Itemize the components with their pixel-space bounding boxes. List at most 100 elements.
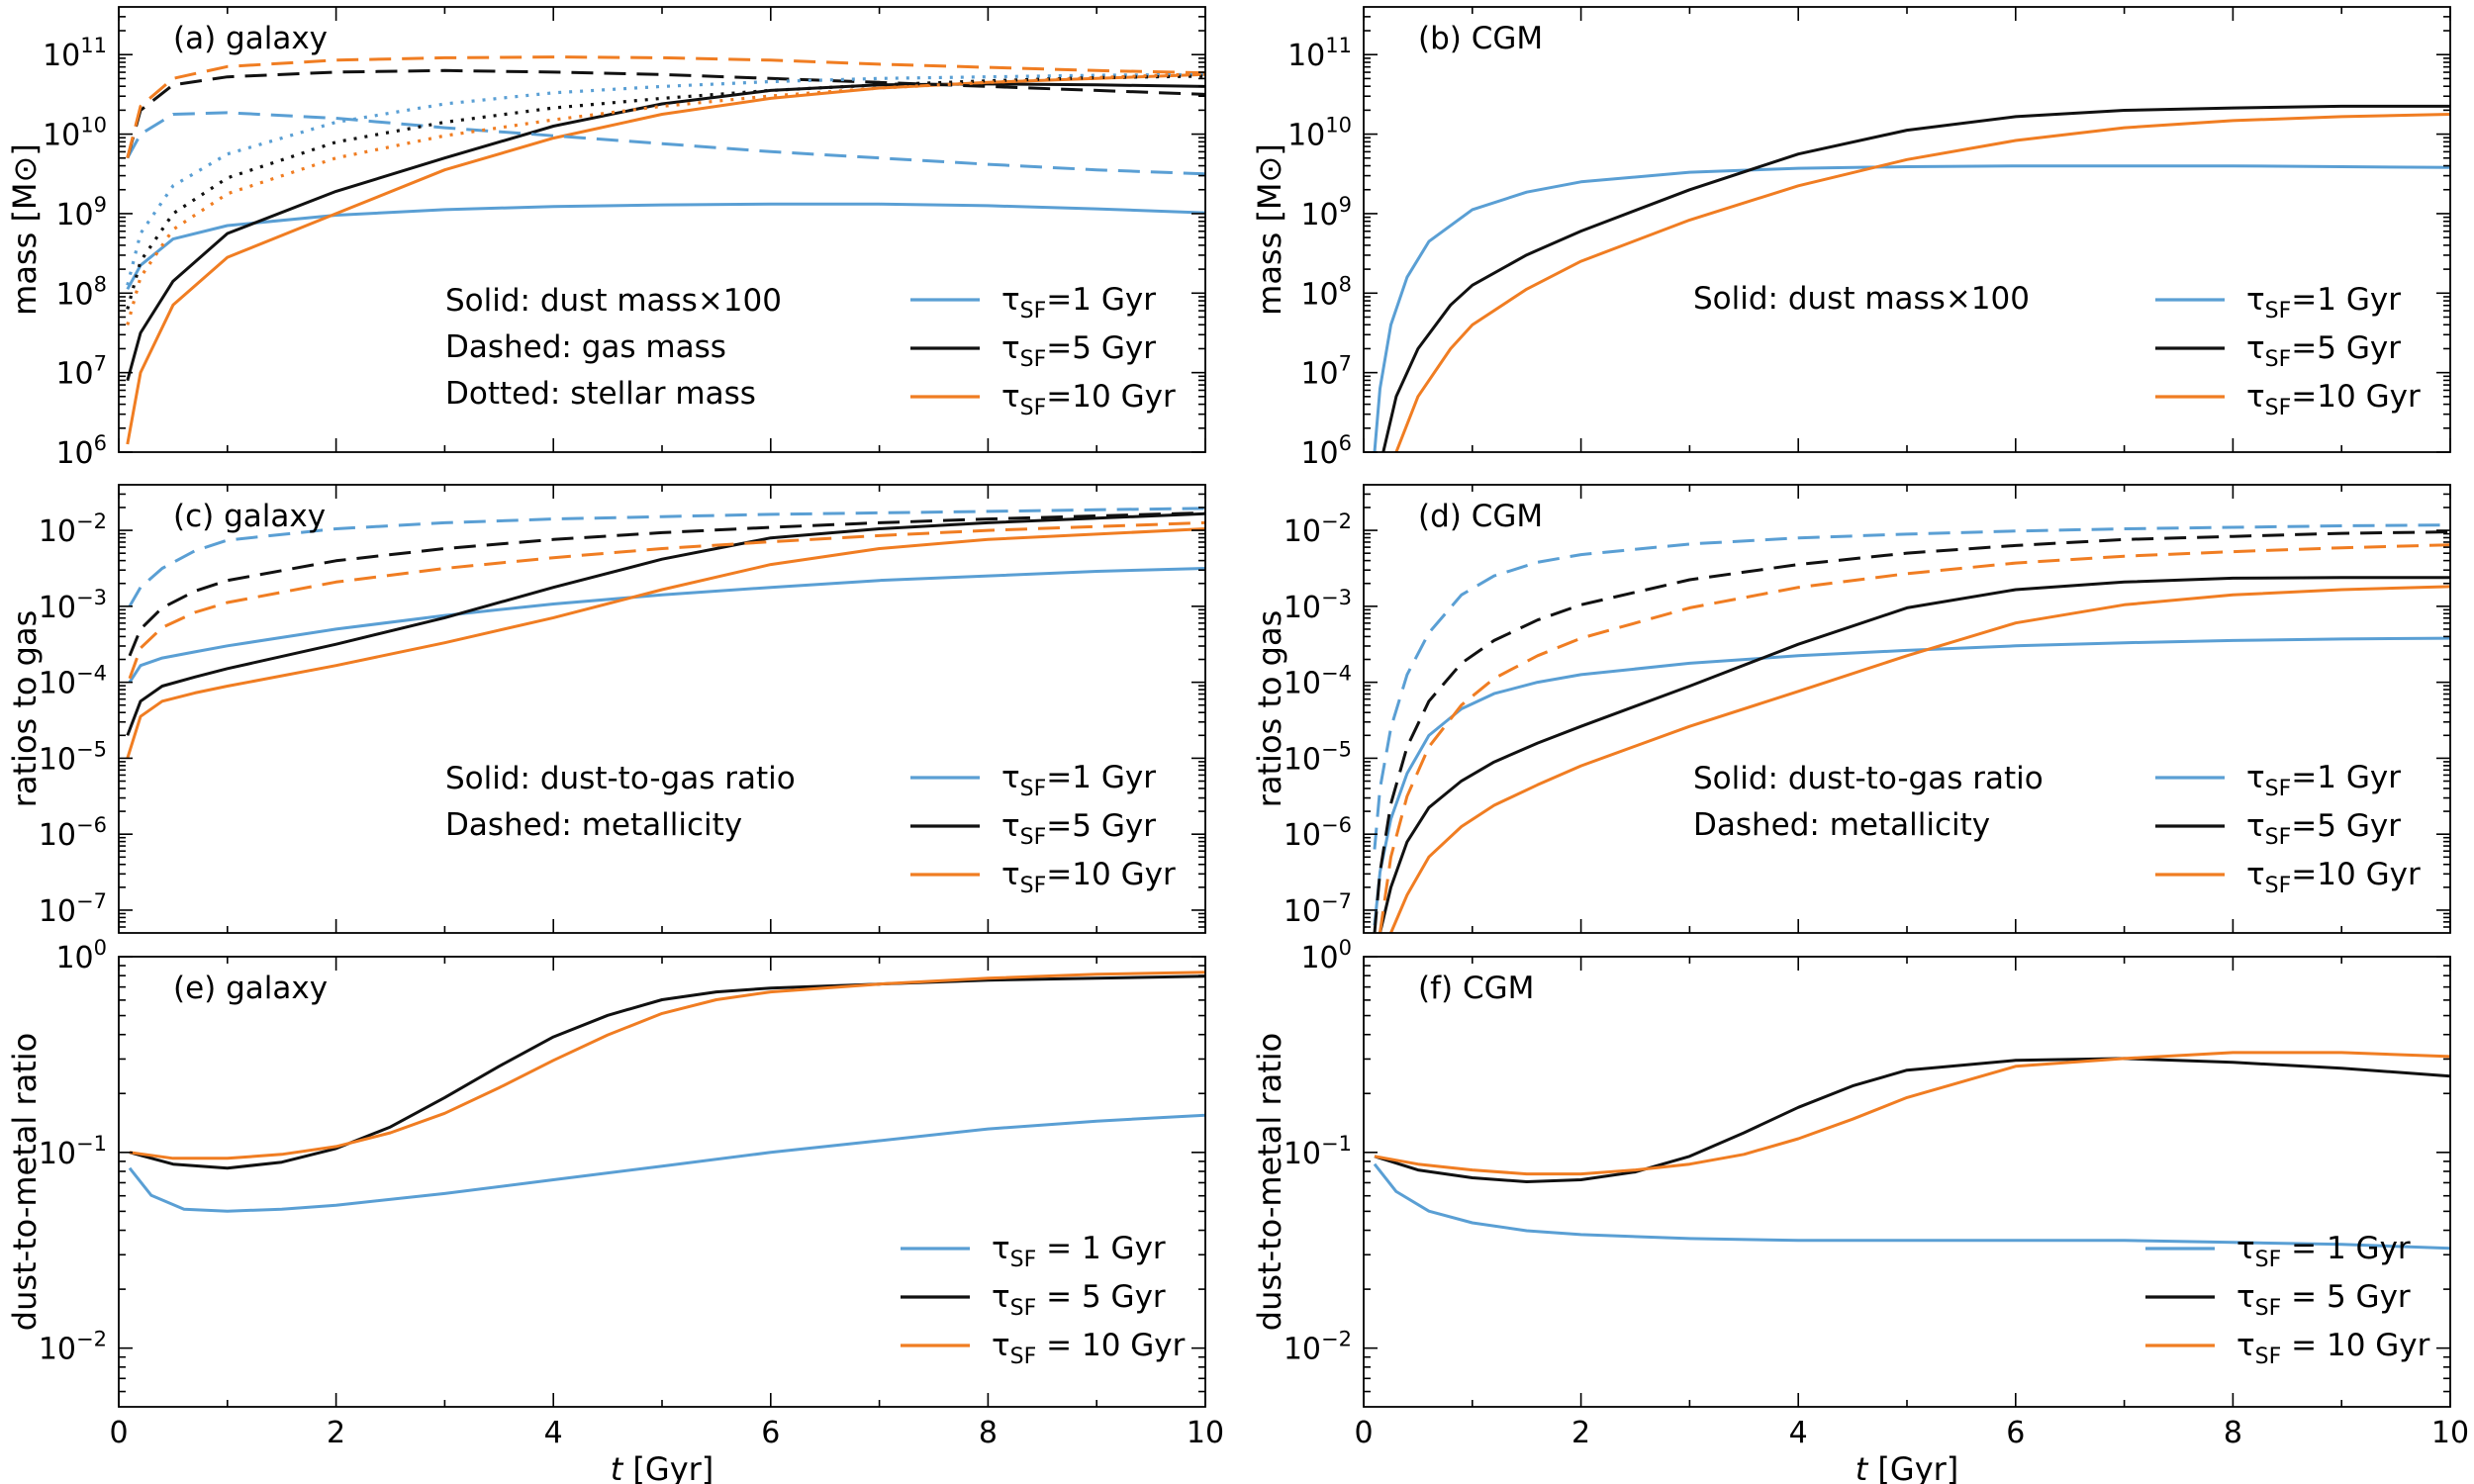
y-tick-label: 109 [55,193,107,232]
series-line [1379,576,2450,933]
series-line [126,72,1205,445]
x-axis-label: t [Gyr] [611,1450,714,1484]
series-group [1373,1051,2450,1251]
series-line [126,527,1205,759]
panel-f: 0 2 4 6 8 10 t [Gyr] 10−2 10−1 100 dust-to-metal r… [1251,936,2469,1484]
y-axis-label: mass [M⊙] [1251,143,1288,316]
y-tick-label: 109 [1300,193,1352,232]
series-line [1373,523,2450,850]
y-tick-label: 10−6 [1284,813,1352,853]
y-tick-label: 10−7 [1284,889,1352,929]
legend-label: τSF=5 Gyr [2246,330,2401,372]
legend-label: τSF = 5 Gyr [2236,1279,2411,1321]
series-line [1379,543,2450,933]
legend-label: τSF = 1 Gyr [992,1231,1166,1272]
legend-label: τSF=5 Gyr [2246,808,2401,850]
series-line [128,567,1205,684]
y-axis-label: dust-to-metal ratio [1251,1033,1288,1331]
y-tick-label: 10−2 [1284,1328,1352,1367]
series-line [126,511,1205,736]
legend-label: τSF = 10 Gyr [992,1328,1186,1369]
series-line [1373,164,2450,452]
panel-c: 10−7 10−6 10−5 10−4 10−3 10−2 ratios to gas (c)… [6,484,1206,934]
legend-label: τSF=10 Gyr [1001,379,1176,420]
panel-label: (e) galaxy [173,971,328,1006]
series-line [126,74,1205,310]
series-line [126,55,1205,159]
y-tick-label: 10−2 [39,510,107,549]
legend-label: τSF = 10 Gyr [2236,1328,2430,1369]
annotation: Solid: dust-to-gas ratio [445,761,796,796]
series-line [126,202,1205,291]
y-tick-label: 10−7 [39,889,107,929]
series-line [128,520,1205,680]
series-line [1374,1057,2450,1183]
series-line [128,510,1205,657]
series-line [129,971,1205,1160]
x-tick-label: 6 [761,1416,780,1450]
legend-label: τSF=1 Gyr [1001,760,1156,801]
y-tick-label: 10−3 [1284,586,1352,625]
legend-label: τSF=5 Gyr [1001,808,1156,850]
y-tick-label: 10−2 [39,1328,107,1367]
legend-label: τSF=5 Gyr [1001,330,1156,372]
panel-a: 106 107 108 109 1010 1011 mass [M⊙] (a) galaxy S… [6,6,1206,471]
series-group [126,55,1205,445]
panel-d: 10−7 10−6 10−5 10−4 10−3 10−2 ratios to gas (d)… [1251,484,2451,934]
series-line [1373,530,2450,933]
y-tick-label: 108 [1300,272,1352,312]
x-tick-label: 8 [2224,1416,2242,1450]
axes-frame [118,484,1206,934]
y-tick-label: 1011 [1287,34,1352,73]
panel-b: 106 107 108 109 1010 1011 mass [M⊙] (b) CGM Soli… [1251,6,2451,471]
y-tick-label: 10−2 [1284,510,1352,549]
legend-label: τSF=1 Gyr [1001,282,1156,324]
x-tick-label: 0 [109,1416,128,1450]
series-line [126,68,1205,159]
x-tick-label: 0 [1354,1416,1373,1450]
y-tick-label: 10−6 [39,813,107,853]
x-tick-label: 4 [1789,1416,1808,1450]
series-line [128,507,1205,607]
axes-frame [118,956,1206,1408]
annotation: Solid: dust mass×100 [445,283,782,319]
legend-label: τSF=1 Gyr [2246,760,2401,801]
legend-label: τSF = 5 Gyr [992,1279,1166,1321]
axes-frame [1363,6,2451,453]
x-tick-label: 6 [2006,1416,2025,1450]
x-tick-label: 2 [1571,1416,1590,1450]
series-group [1373,104,2450,452]
axes-frame [118,6,1206,453]
legend-label: τSF=10 Gyr [2246,379,2421,420]
legend-label: τSF = 1 Gyr [2236,1231,2411,1272]
x-tick-label: 10 [2431,1416,2469,1450]
annotation: Dotted: stellar mass [445,376,756,412]
y-axis-label: ratios to gas [6,610,44,808]
panel-e: 0 2 4 6 8 10 t [Gyr] 10−2 10−1 100 dust-to-metal r… [6,936,1224,1484]
series-line [1389,585,2450,933]
series-line [1373,636,2450,926]
y-tick-label: 106 [55,431,107,471]
y-tick-label: 10−4 [39,662,107,701]
annotation: Dashed: metallicity [1693,807,1990,843]
y-tick-label: 1010 [43,114,107,153]
series-line [1394,113,2450,452]
x-tick-label: 2 [327,1416,345,1450]
y-axis-label: ratios to gas [1251,610,1288,808]
series-line [126,72,1205,286]
x-tick-label: 4 [544,1416,563,1450]
y-axis-label: dust-to-metal ratio [6,1033,44,1331]
axes-frame [1363,484,2451,934]
annotation: Solid: dust mass×100 [1693,281,2030,317]
panel-label: (f) CGM [1418,971,1534,1006]
y-tick-label: 10−1 [1284,1132,1352,1171]
panel-label: (c) galaxy [173,499,326,534]
y-tick-label: 1010 [1287,114,1352,153]
y-axis-label: mass [M⊙] [6,143,44,316]
y-tick-label: 10−1 [39,1132,107,1171]
legend-label: τSF=10 Gyr [1001,857,1176,898]
axes-frame [1363,956,2451,1408]
x-axis-label: t [Gyr] [1856,1450,1959,1484]
y-tick-label: 100 [1300,936,1352,975]
